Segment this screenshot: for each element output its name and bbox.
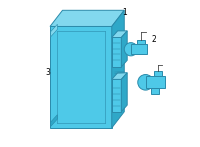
Polygon shape xyxy=(51,115,57,126)
Polygon shape xyxy=(112,79,121,112)
Circle shape xyxy=(124,43,137,56)
Text: 3: 3 xyxy=(45,67,50,77)
Polygon shape xyxy=(151,88,159,94)
Text: 1: 1 xyxy=(122,8,127,17)
Text: 2: 2 xyxy=(151,35,156,44)
Polygon shape xyxy=(50,26,112,128)
Polygon shape xyxy=(51,24,57,37)
Polygon shape xyxy=(112,31,127,37)
Polygon shape xyxy=(50,10,124,26)
Polygon shape xyxy=(112,37,121,67)
Polygon shape xyxy=(121,73,127,112)
Polygon shape xyxy=(112,10,124,128)
Polygon shape xyxy=(121,31,127,67)
Polygon shape xyxy=(137,40,145,44)
Circle shape xyxy=(138,75,153,90)
Polygon shape xyxy=(131,44,147,54)
Polygon shape xyxy=(154,71,162,76)
Polygon shape xyxy=(112,73,127,79)
Polygon shape xyxy=(146,76,165,88)
